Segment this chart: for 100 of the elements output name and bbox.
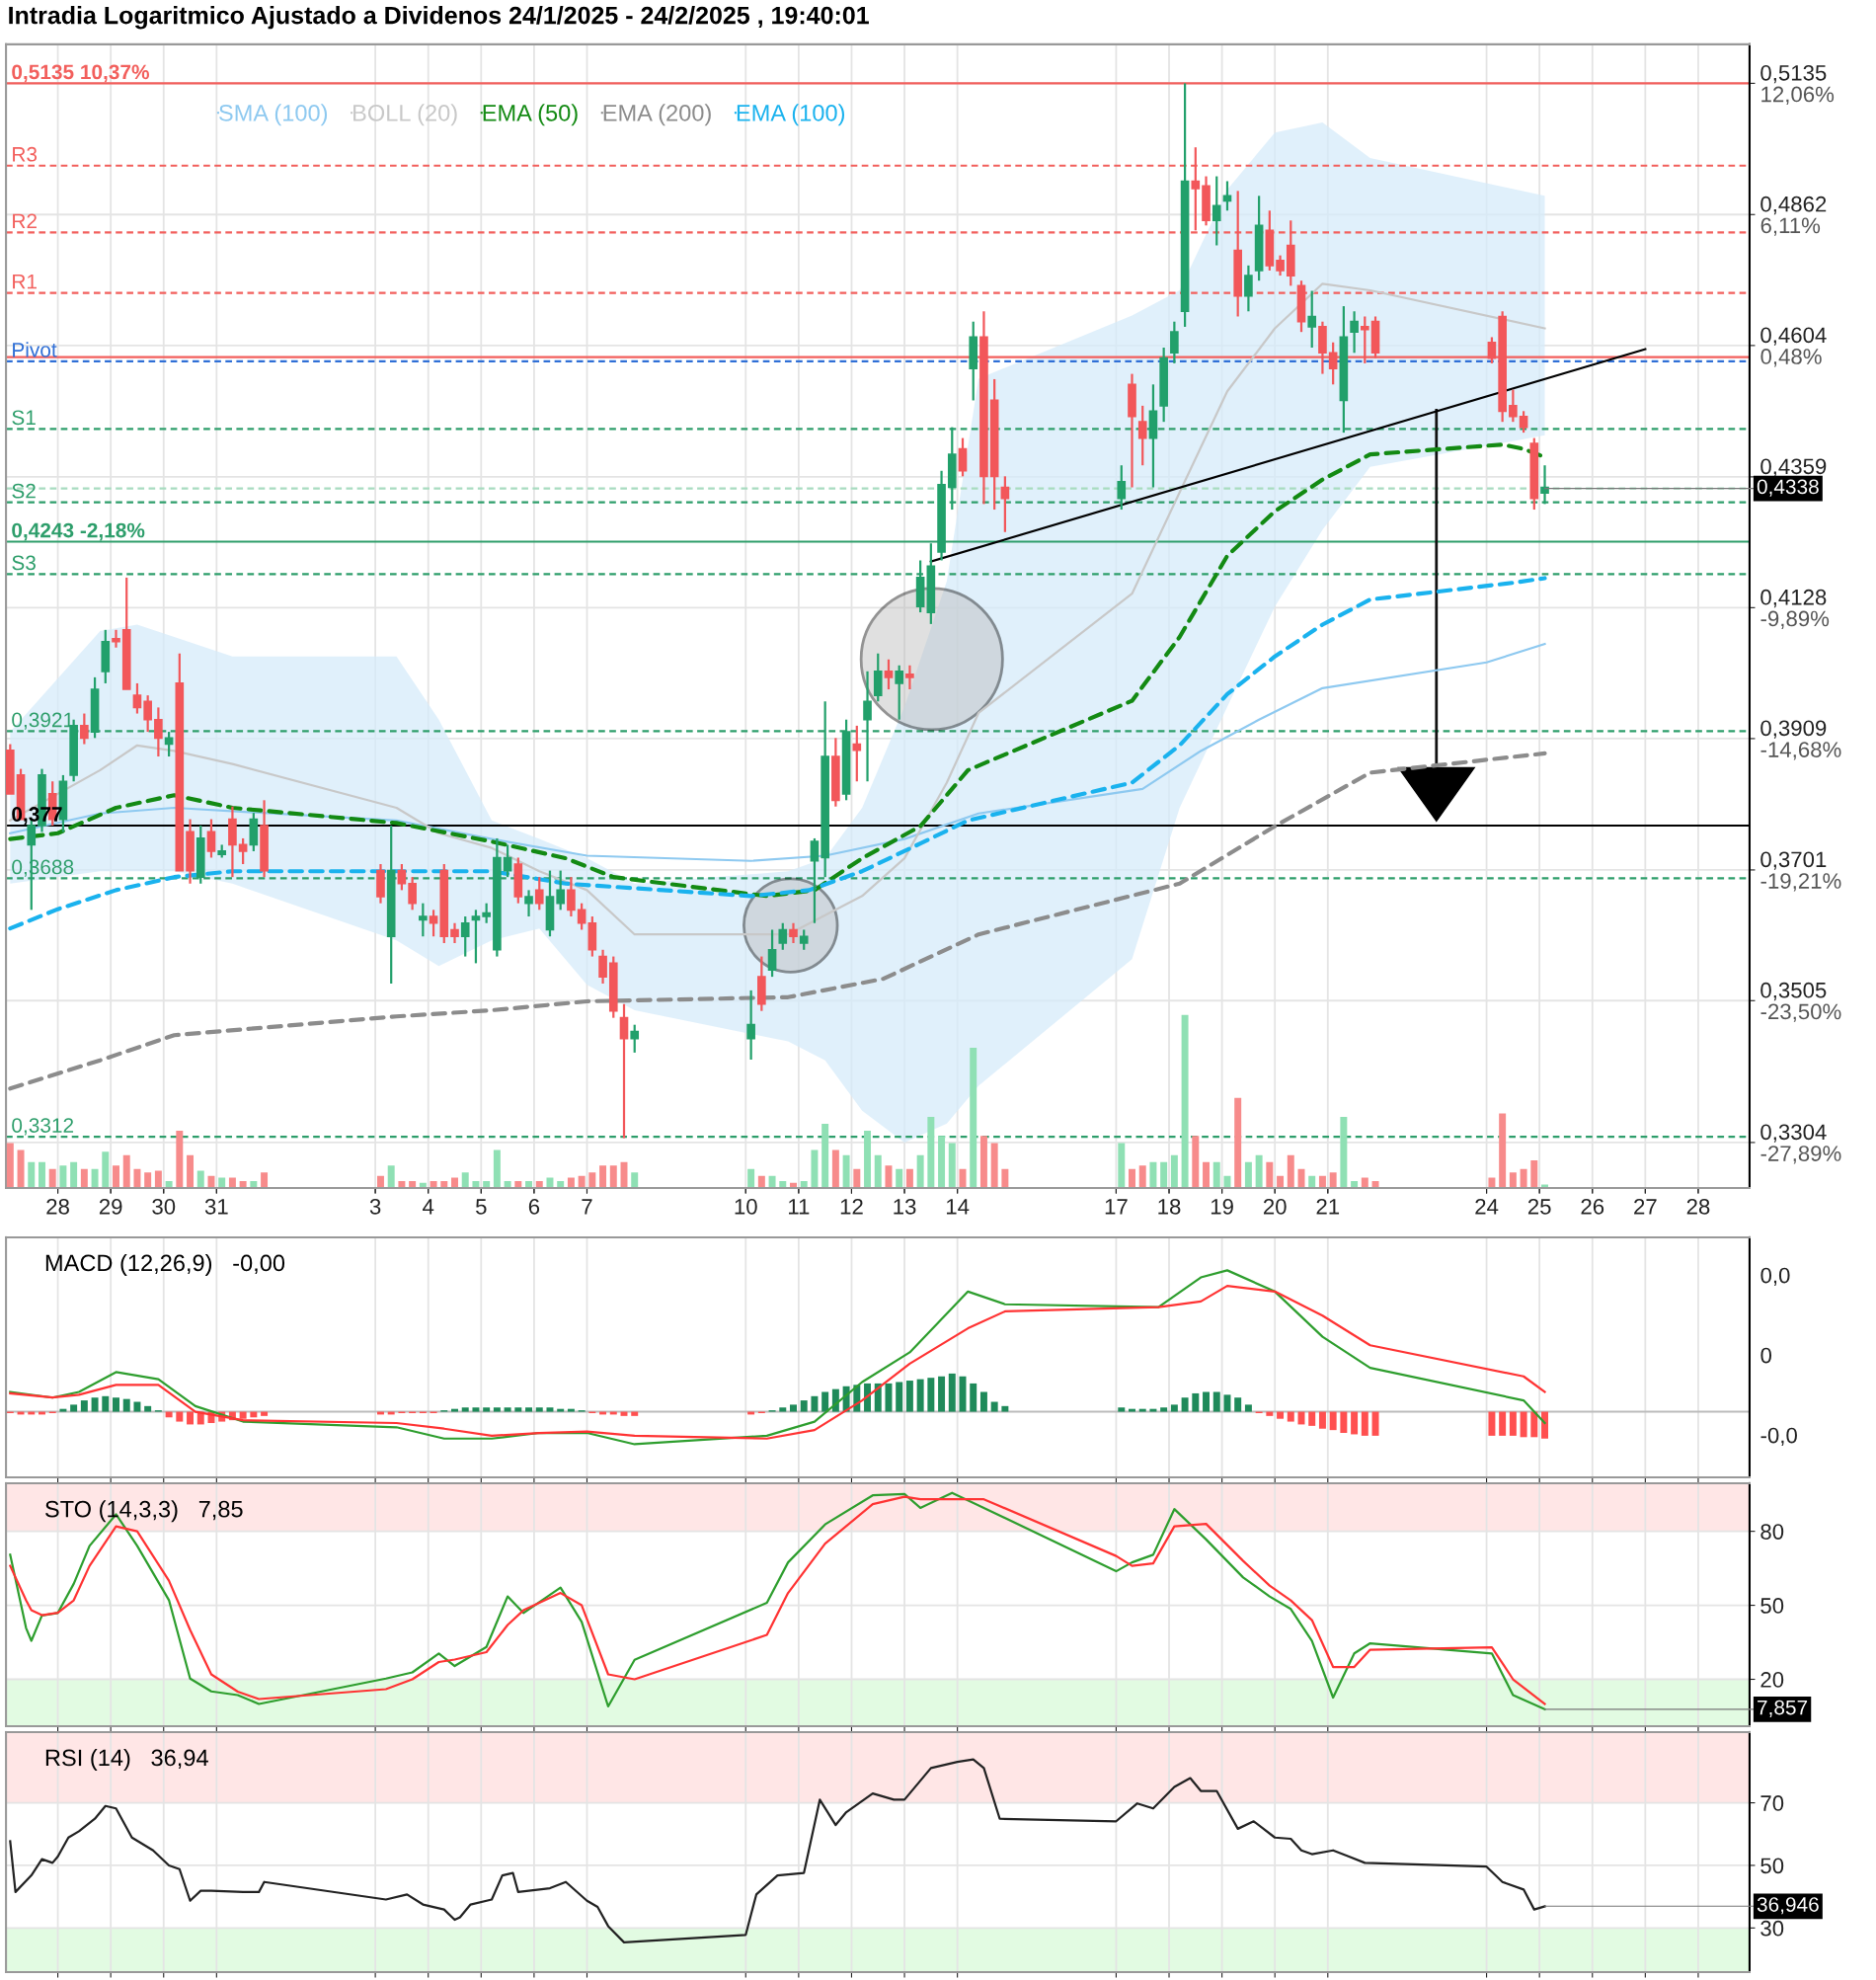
bar — [70, 1404, 78, 1412]
bar — [451, 1408, 458, 1412]
bar — [1212, 1391, 1220, 1412]
bar — [1160, 1407, 1168, 1412]
y-tick-label: 0,4128 — [1760, 589, 1827, 608]
bar — [91, 1168, 99, 1188]
x-tick-label: 31 — [204, 1199, 228, 1215]
bar — [176, 1131, 184, 1188]
legend-label: SMA (100) — [219, 104, 328, 126]
x-tick-label: 5 — [476, 1199, 487, 1215]
bar — [631, 1172, 639, 1188]
bar — [1329, 1172, 1337, 1188]
bar — [599, 1165, 607, 1188]
bar — [811, 1395, 819, 1412]
bar — [970, 1047, 977, 1188]
text: 0,0 — [1760, 1267, 1790, 1287]
bar — [187, 1154, 195, 1188]
bar — [1149, 1408, 1157, 1412]
bar — [1223, 1394, 1231, 1412]
bar — [1138, 1408, 1146, 1412]
bar — [1318, 1411, 1326, 1429]
bar — [1138, 1165, 1146, 1188]
bar — [821, 1391, 829, 1412]
ref-line-label: R3 — [13, 146, 38, 162]
bar — [144, 1172, 152, 1188]
bar — [979, 1136, 987, 1188]
bar — [1351, 1411, 1359, 1435]
bar — [1329, 1411, 1337, 1431]
y-tick-label: 0,4862 — [1760, 196, 1827, 215]
bar — [1223, 1175, 1231, 1188]
bar — [1118, 1407, 1126, 1412]
bar — [133, 1401, 141, 1412]
bar — [779, 1407, 787, 1412]
x-tick-label: 17 — [1105, 1199, 1128, 1215]
bar — [1509, 1172, 1517, 1188]
y-tick-label: 70 — [1760, 1795, 1784, 1811]
x-tick-label: 14 — [946, 1199, 970, 1215]
bar — [228, 1177, 236, 1188]
y-tick-label: 0,3909 — [1760, 720, 1827, 739]
bar — [504, 1407, 511, 1412]
bar — [885, 1165, 893, 1188]
bar — [39, 1161, 45, 1188]
bar — [864, 1131, 872, 1188]
bar — [1520, 1168, 1527, 1188]
bar — [1244, 1161, 1252, 1188]
bar — [546, 1177, 554, 1188]
bar — [80, 1168, 88, 1188]
bar — [938, 1136, 946, 1188]
bar — [80, 1400, 88, 1412]
bar — [133, 1168, 141, 1188]
ref-line-label: 0,3312 — [12, 1118, 74, 1136]
bar — [790, 1404, 797, 1412]
bar — [102, 1395, 110, 1412]
bar — [1244, 1404, 1252, 1412]
ref-line-label: R2 — [13, 213, 37, 229]
ref-line-label: 0,4243 -2,18% — [12, 522, 145, 541]
x-tick-label: 24 — [1475, 1199, 1499, 1215]
bar — [1308, 1175, 1316, 1188]
bar — [768, 1175, 776, 1188]
bar — [207, 1175, 215, 1188]
bar — [885, 1383, 893, 1412]
bar — [6, 1143, 14, 1188]
x-tick-label: 28 — [1686, 1199, 1710, 1215]
bar — [557, 1408, 565, 1412]
x-tick-label: 30 — [152, 1199, 176, 1215]
bar — [1266, 1161, 1274, 1188]
x-tick-label: 21 — [1316, 1199, 1340, 1215]
x-tick-label: 27 — [1634, 1199, 1657, 1215]
x-tick-label: 6 — [528, 1199, 540, 1215]
bar — [970, 1383, 977, 1412]
bar — [1170, 1154, 1178, 1188]
ref-line-label: S2 — [12, 483, 36, 499]
x-tick-label: 20 — [1263, 1199, 1287, 1215]
bar — [1234, 1097, 1242, 1188]
text: 0,48% — [1760, 349, 1822, 367]
chart-title: Intradia Logaritmico Ajustado a Dividenos 24/1/2025 - 24/2/2025 , 19:40:01 — [9, 6, 869, 30]
bar — [979, 1391, 987, 1412]
bar — [927, 1378, 935, 1412]
y-tick-label: 0,4604 — [1760, 327, 1827, 346]
bar — [948, 1143, 956, 1188]
x-tick-label: 7 — [582, 1199, 592, 1215]
bar — [59, 1165, 67, 1188]
bar — [1181, 1397, 1189, 1412]
text: -0,0 — [1760, 1427, 1797, 1447]
bar — [1129, 1168, 1135, 1188]
text: -9,89% — [1760, 610, 1830, 629]
annotation: 0,4338 — [1757, 479, 1819, 497]
x-tick-label: 3 — [369, 1199, 381, 1215]
ref-line-label: S3 — [12, 555, 36, 571]
bar — [493, 1149, 501, 1188]
y-tick-label: 30 — [1760, 1920, 1784, 1937]
bar — [874, 1154, 882, 1188]
bar — [1277, 1411, 1285, 1419]
bar — [1203, 1161, 1211, 1188]
x-tick-label: 19 — [1211, 1199, 1233, 1215]
x-tick-label: 25 — [1527, 1199, 1551, 1215]
legend-label: EMA (50) — [483, 104, 578, 126]
chart-title: MACD (12,26,9) -0,00 — [45, 1253, 285, 1276]
bar — [1361, 1411, 1368, 1436]
bar — [122, 1398, 130, 1412]
